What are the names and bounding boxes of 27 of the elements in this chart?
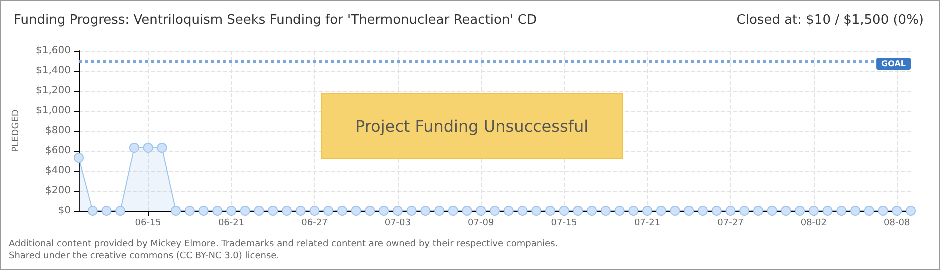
x-tick-label: 08-02	[800, 218, 828, 228]
x-tick-label: 06-27	[302, 218, 328, 228]
y-tick-label: $400	[46, 166, 71, 176]
y-tick-label: $200	[46, 186, 71, 196]
x-tick-label: 06-15	[135, 218, 162, 228]
x-tick-label: 07-27	[718, 218, 744, 228]
y-tick-label: $0	[58, 206, 71, 216]
y-tick-label: $800	[46, 126, 71, 136]
y-axis-title: PLEDGED	[12, 110, 22, 152]
text: Additional content provided by Mickey Elmore. Trademarks and related content are owned by their respective companies.	[9, 240, 558, 250]
text: Shared under the creative commons (CC BY-NC 3.0) license.	[9, 252, 280, 262]
y-tick-label: $1,600	[36, 46, 71, 56]
ref-line-label: GOAL	[882, 60, 906, 68]
x-tick-label: 08-08	[884, 218, 910, 228]
x-tick-label: 07-21	[634, 218, 661, 228]
chart-title: Funding Progress: Ventriloquism Seeks Funding for 'Thermonuclear Reaction' CD	[14, 13, 537, 28]
x-tick-label: 07-15	[551, 218, 578, 228]
y-tick-label: $1,200	[36, 86, 71, 96]
x-tick-label: 07-03	[384, 218, 412, 228]
chart-subtitle: Closed at: $10 / $1,500 (0%)	[736, 13, 924, 28]
y-tick-label: $600	[46, 146, 71, 156]
x-tick-label: 06-21	[218, 218, 245, 228]
notice-box: Project Funding Unsuccessful	[321, 93, 623, 159]
x-tick-label: 07-09	[468, 218, 494, 228]
y-tick-label: $1,400	[36, 66, 71, 76]
y-tick-label: $1,000	[36, 106, 71, 116]
annotation: Project Funding Unsuccessful	[355, 116, 589, 136]
